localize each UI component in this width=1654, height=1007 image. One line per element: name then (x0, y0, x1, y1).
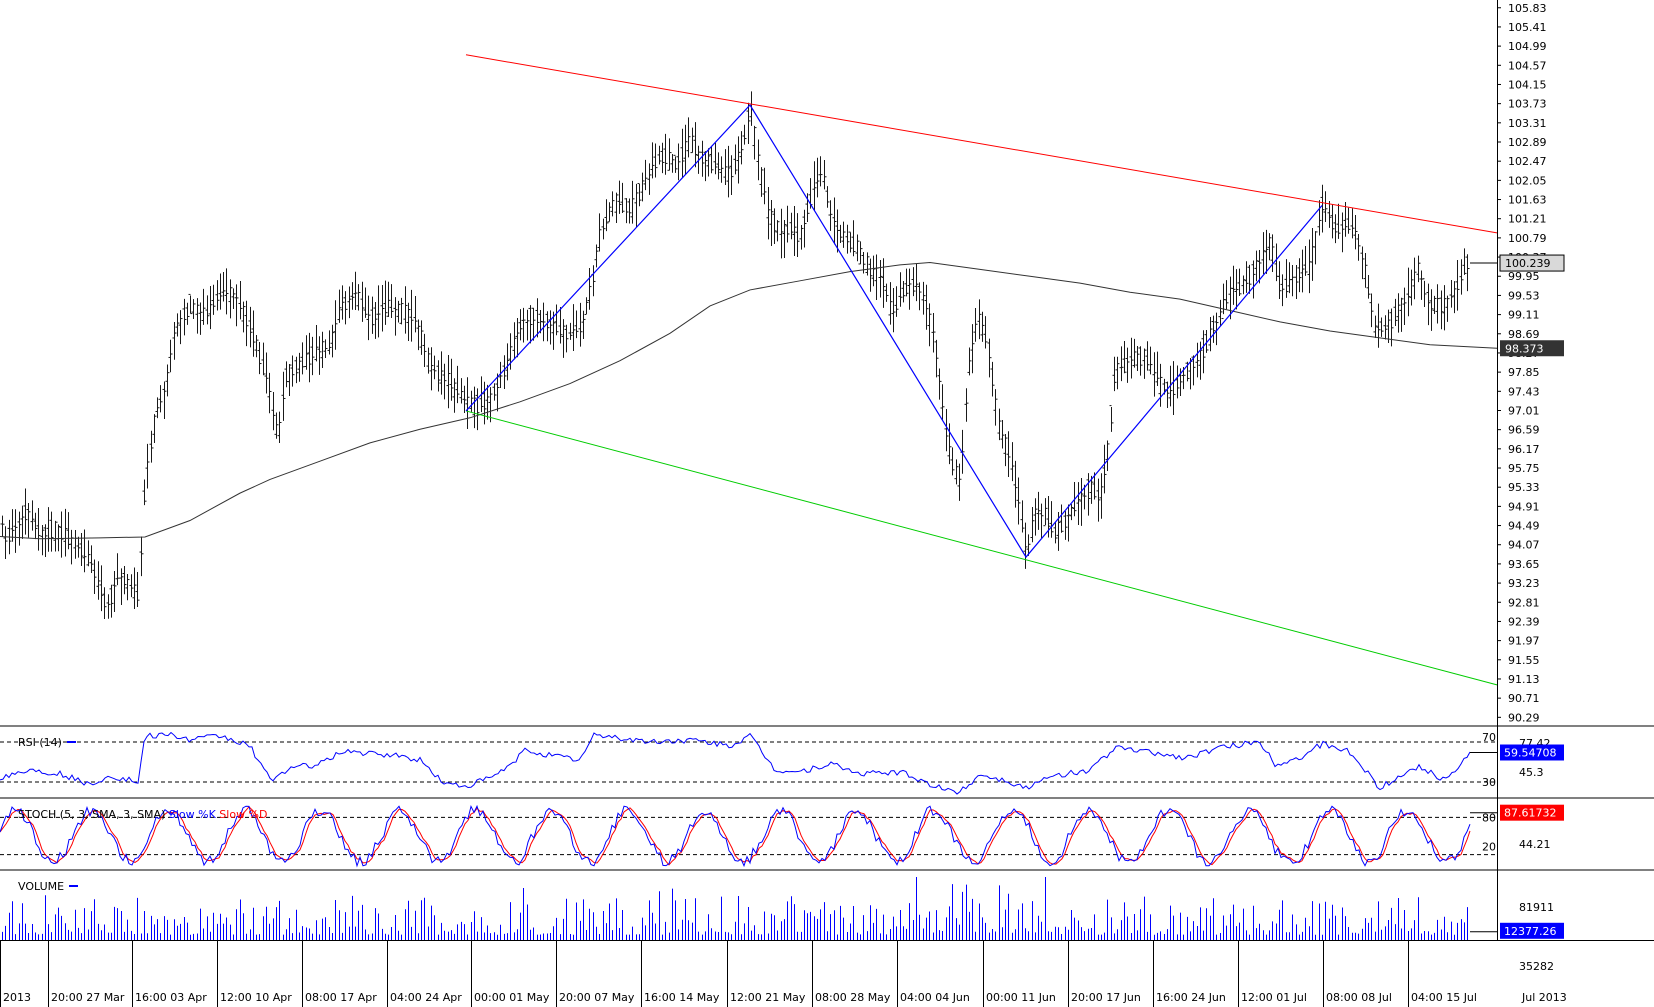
rsi-value-label: 59.54708 (1504, 747, 1557, 760)
volume-title: VOLUME (18, 880, 64, 893)
rsi-level-label: 70 (1482, 731, 1496, 744)
stoch-panel: 80 20 STOCH (5, 3, SMA, 3, SMA) Slow %K Sl… (0, 804, 1497, 868)
time-label: 04:00 04 Jun (900, 991, 970, 1004)
price-tick-label: 104.15 (1508, 78, 1547, 91)
price-tick-label: 99.95 (1508, 270, 1540, 283)
stoch-level-label: 20 (1482, 841, 1496, 854)
moving-average-line (0, 262, 1498, 540)
time-label: 04:00 24 Apr (390, 991, 462, 1004)
time-label: 08:00 08 Jul (1326, 991, 1392, 1004)
price-tick-label: 98.69 (1508, 328, 1540, 341)
time-label: 20:00 17 Jun (1071, 991, 1141, 1004)
price-tick-label: 101.63 (1508, 194, 1547, 207)
price-tick-label: 99.53 (1508, 289, 1540, 302)
price-tick-label: 100.79 (1508, 232, 1547, 245)
last-price-box (1499, 254, 1565, 272)
stoch-k-line (0, 804, 1471, 868)
price-tick-label: 95.33 (1508, 481, 1540, 494)
time-axis-right-label: Jul 2013 (1521, 991, 1567, 1004)
price-tick-label: 97.01 (1508, 404, 1540, 417)
time-label: 08:00 28 May (815, 991, 891, 1004)
rsi-title: RSI (14) (18, 736, 62, 749)
ma-value-label: 98.373 (1505, 342, 1544, 355)
ma-value-box (1500, 340, 1564, 357)
stoch-title: STOCH (5, 3, SMA, 3, SMA) Slow %K Slow %… (18, 808, 267, 821)
price-tick-label: 94.49 (1508, 520, 1540, 533)
price-tick-label: 94.91 (1508, 500, 1540, 513)
price-tick-label: 95.75 (1508, 462, 1540, 475)
volume-bars (2, 877, 1468, 940)
price-tick-label: 96.17 (1508, 443, 1540, 456)
price-tick-label: 90.29 (1508, 711, 1540, 724)
time-label: 12:00 10 Apr (220, 991, 292, 1004)
price-tick-label: 101.21 (1508, 213, 1547, 226)
stoch-d-line (0, 806, 1471, 866)
time-label: 00:00 11 Jun (986, 991, 1056, 1004)
time-label: 20:00 27 Mar (51, 991, 125, 1004)
stoch-value-box (1500, 804, 1564, 821)
time-label: 16:00 14 May (644, 991, 720, 1004)
volume-value-label: 12377.26 (1504, 925, 1557, 938)
time-label: 00:00 01 May (474, 991, 550, 1004)
time-label: 20:00 07 May (559, 991, 635, 1004)
price-tick-label: 105.83 (1508, 2, 1547, 15)
price-tick-label: 104.99 (1508, 40, 1547, 53)
rsi-value-box (1500, 744, 1564, 761)
price-tick-label: 97.85 (1508, 366, 1540, 379)
time-label: 16:00 24 Jun (1156, 991, 1226, 1004)
price-tick-label: 91.55 (1508, 654, 1540, 667)
price-tick-label: 93.23 (1508, 577, 1540, 590)
price-tick-label: 91.97 (1508, 635, 1540, 648)
rsi-panel: 70 30 RSI (14) (0, 731, 1497, 795)
stoch-value-label: 87.61732 (1504, 807, 1557, 820)
time-label: 12:00 01 Jul (1241, 991, 1307, 1004)
price-tick-label: 103.31 (1508, 117, 1547, 130)
price-bars (0, 91, 1470, 619)
rsi-axis-label: 45.3 (1519, 766, 1544, 779)
price-tick-label: 91.13 (1508, 673, 1540, 686)
price-panel (0, 54, 1498, 686)
price-tick-label: 93.65 (1508, 558, 1540, 571)
stoch-level-label: 80 (1482, 811, 1496, 824)
price-tick-label: 102.47 (1508, 155, 1547, 168)
price-tick-label: 105.41 (1508, 21, 1547, 34)
price-tick-label: 97.43 (1508, 385, 1540, 398)
rsi-level-label: 30 (1482, 776, 1496, 789)
price-tick-label: 92.39 (1508, 615, 1540, 628)
time-label: 04:00 15 Jul (1411, 991, 1477, 1004)
volume-value-box (1500, 922, 1564, 939)
price-tick-label: 102.89 (1508, 136, 1547, 149)
price-tick-label: 96.59 (1508, 424, 1540, 437)
price-tick-label: 90.71 (1508, 692, 1540, 705)
zigzag-line (465, 104, 1323, 559)
time-label: 2013 (3, 991, 31, 1004)
stoch-axis-label: 44.21 (1519, 838, 1551, 851)
support-line (465, 410, 1498, 686)
time-label: 16:00 03 Apr (135, 991, 207, 1004)
resistance-line (465, 54, 1498, 234)
volume-axis-label: 35282 (1519, 960, 1554, 973)
volume-axis-label: 81911 (1519, 901, 1554, 914)
last-price-label: 100.239 (1505, 257, 1551, 270)
rsi-line (0, 731, 1471, 795)
price-tick-label: 102.05 (1508, 174, 1547, 187)
volume-panel: VOLUME (2, 877, 1497, 940)
price-tick-label: 99.11 (1508, 309, 1540, 322)
price-tick-label: 92.81 (1508, 596, 1540, 609)
price-tick-label: 94.07 (1508, 539, 1540, 552)
time-label: 12:00 21 May (730, 991, 806, 1004)
time-label: 08:00 17 Apr (305, 991, 377, 1004)
price-tick-label: 103.73 (1508, 98, 1547, 111)
price-tick-label: 104.57 (1508, 59, 1547, 72)
